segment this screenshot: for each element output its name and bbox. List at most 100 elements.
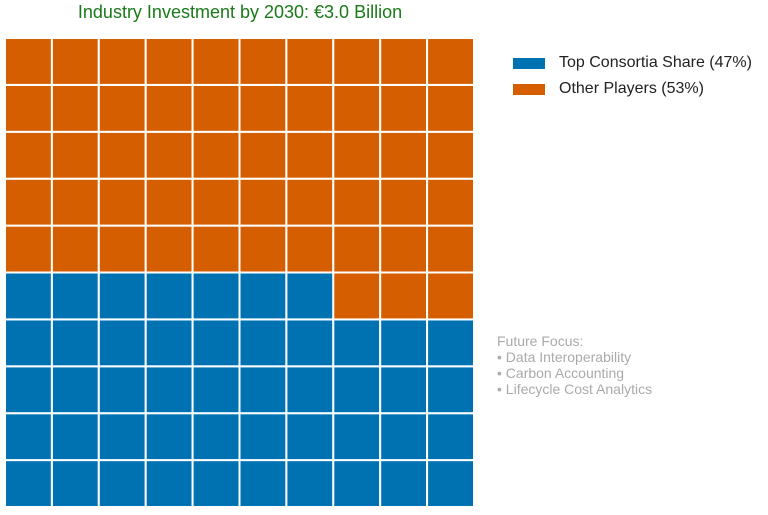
waffle-cell-top-consortia — [4, 412, 53, 462]
waffle-cell-other-players — [191, 224, 241, 274]
waffle-cell-top-consortia — [379, 318, 429, 368]
legend-item-other-players: Other Players (53%) — [513, 76, 752, 102]
waffle-cell-top-consortia — [4, 271, 53, 321]
waffle-cell-other-players — [285, 83, 335, 133]
waffle-cell-other-players — [50, 130, 100, 180]
waffle-cell-other-players — [379, 37, 429, 86]
waffle-cell-other-players — [332, 130, 382, 180]
note-item: • Carbon Accounting — [497, 365, 625, 381]
waffle-cell-other-players — [50, 83, 100, 133]
legend-label-top-consortia: Top Consortia Share (47%) — [559, 54, 752, 71]
waffle-cell-other-players — [332, 271, 382, 321]
waffle-cell-other-players — [285, 130, 335, 180]
waffle-cell-top-consortia — [426, 318, 476, 368]
waffle-cell-other-players — [379, 177, 429, 227]
waffle-cell-top-consortia — [191, 318, 241, 368]
waffle-cell-other-players — [4, 130, 53, 180]
waffle-cell-top-consortia — [379, 412, 429, 462]
waffle-cell-top-consortia — [426, 412, 476, 462]
waffle-cell-top-consortia — [191, 412, 241, 462]
waffle-cell-top-consortia — [238, 271, 288, 321]
waffle-cell-top-consortia — [97, 459, 147, 509]
waffle-cell-top-consortia — [97, 318, 147, 368]
note-item: • Data Interoperability — [497, 349, 632, 365]
waffle-cell-top-consortia — [50, 412, 100, 462]
waffle-cell-other-players — [332, 177, 382, 227]
future-focus-note: Future Focus: • Data Interoperability • … — [497, 333, 652, 397]
waffle-cell-top-consortia — [191, 459, 241, 509]
waffle-cell-top-consortia — [426, 459, 476, 509]
waffle-cell-top-consortia — [332, 318, 382, 368]
waffle-cell-other-players — [191, 130, 241, 180]
waffle-cell-top-consortia — [285, 318, 335, 368]
waffle-cell-other-players — [238, 37, 288, 86]
waffle-cell-top-consortia — [191, 365, 241, 415]
waffle-cell-other-players — [50, 177, 100, 227]
legend-swatch-top-consortia — [513, 57, 545, 69]
waffle-cell-other-players — [144, 224, 194, 274]
waffle-cell-top-consortia — [238, 412, 288, 462]
waffle-cell-other-players — [97, 130, 147, 180]
waffle-cell-other-players — [426, 83, 476, 133]
waffle-cell-other-players — [238, 177, 288, 227]
waffle-cell-other-players — [379, 83, 429, 133]
waffle-cell-top-consortia — [332, 365, 382, 415]
note-title: Future Focus: — [497, 333, 584, 349]
waffle-cell-top-consortia — [4, 318, 53, 368]
waffle-cell-top-consortia — [332, 459, 382, 509]
waffle-cell-other-players — [4, 83, 53, 133]
waffle-cell-other-players — [285, 177, 335, 227]
waffle-cell-top-consortia — [4, 459, 53, 509]
waffle-cell-top-consortia — [97, 412, 147, 462]
waffle-cell-other-players — [191, 177, 241, 227]
waffle-cell-top-consortia — [285, 271, 335, 321]
waffle-cell-other-players — [144, 37, 194, 86]
waffle-cell-top-consortia — [50, 459, 100, 509]
waffle-cell-other-players — [4, 224, 53, 274]
waffle-cell-other-players — [332, 83, 382, 133]
waffle-cell-other-players — [379, 271, 429, 321]
waffle-cell-top-consortia — [191, 271, 241, 321]
legend-item-top-consortia: Top Consortia Share (47%) — [513, 50, 752, 76]
waffle-cell-other-players — [426, 177, 476, 227]
chart-subtitle: Industry Investment by 2030: €3.0 Billio… — [77, 2, 403, 22]
waffle-cell-other-players — [285, 224, 335, 274]
waffle-cell-other-players — [426, 130, 476, 180]
waffle-cell-top-consortia — [144, 459, 194, 509]
waffle-cell-other-players — [426, 271, 476, 321]
waffle-cell-top-consortia — [97, 271, 147, 321]
waffle-cell-top-consortia — [97, 365, 147, 415]
waffle-cell-other-players — [97, 177, 147, 227]
waffle-cell-top-consortia — [144, 365, 194, 415]
waffle-cell-other-players — [191, 37, 241, 86]
waffle-cell-top-consortia — [379, 459, 429, 509]
waffle-chart — [4, 37, 476, 509]
waffle-cell-top-consortia — [332, 412, 382, 462]
waffle-cell-other-players — [238, 224, 288, 274]
waffle-cell-other-players — [97, 37, 147, 86]
waffle-cell-other-players — [144, 177, 194, 227]
waffle-cell-top-consortia — [144, 318, 194, 368]
waffle-cell-top-consortia — [238, 459, 288, 509]
waffle-cell-top-consortia — [50, 271, 100, 321]
waffle-cell-top-consortia — [379, 365, 429, 415]
waffle-cell-other-players — [97, 83, 147, 133]
waffle-cell-other-players — [332, 224, 382, 274]
waffle-cell-top-consortia — [50, 365, 100, 415]
waffle-cell-top-consortia — [238, 365, 288, 415]
waffle-cell-other-players — [238, 130, 288, 180]
waffle-cell-other-players — [191, 83, 241, 133]
waffle-cell-other-players — [4, 177, 53, 227]
waffle-cell-top-consortia — [144, 412, 194, 462]
waffle-cell-other-players — [426, 224, 476, 274]
waffle-cell-other-players — [50, 37, 100, 86]
waffle-cell-other-players — [426, 37, 476, 86]
waffle-cell-other-players — [238, 83, 288, 133]
waffle-cell-other-players — [97, 224, 147, 274]
waffle-cell-other-players — [379, 224, 429, 274]
waffle-cell-top-consortia — [285, 459, 335, 509]
legend-swatch-other-players — [513, 83, 545, 95]
note-item: • Lifecycle Cost Analytics — [497, 381, 653, 397]
waffle-cell-other-players — [144, 130, 194, 180]
waffle-cell-other-players — [50, 224, 100, 274]
